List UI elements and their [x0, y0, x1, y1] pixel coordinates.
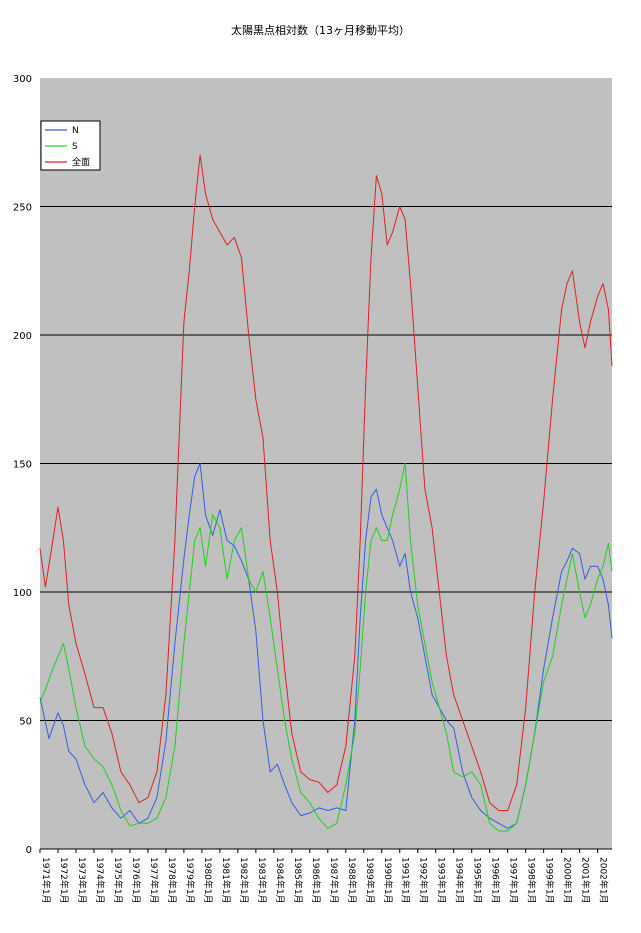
y-axis-ticks: 0 50 100 150 200 250 300 — [13, 74, 32, 856]
x-tick-label: 1987年1月 — [328, 857, 340, 904]
y-tick-label: 300 — [13, 74, 32, 85]
y-tick-label: 50 — [19, 717, 32, 728]
y-tick-label: 250 — [13, 203, 32, 214]
legend-label: N — [72, 126, 79, 136]
chart-title: 太陽黒点相対数（13ヶ月移動平均） — [231, 24, 410, 37]
legend-label: S — [72, 142, 78, 152]
legend: NS 全面 — [40, 120, 101, 171]
x-tick-label: 1988年1月 — [346, 857, 358, 904]
series-lines — [39, 154, 613, 832]
x-tick-label: 1973年1月 — [76, 857, 88, 904]
x-tick-label: 1972年1月 — [58, 857, 70, 904]
x-tick-label: 1992年1月 — [418, 857, 430, 904]
x-tick-label: 1993年1月 — [436, 857, 448, 904]
grid-lines — [40, 206, 612, 721]
x-tick-label: 1984年1月 — [274, 857, 286, 904]
x-tick-label: 1971年1月 — [40, 857, 52, 904]
x-tick-label: 1978年1月 — [166, 857, 178, 904]
x-axis: 1971年1月 1972年1月 1973年1月 1974年1月 1975年1月 1976年… — [39, 848, 612, 904]
legend-label: 全面 — [72, 156, 90, 168]
series-line-2 — [39, 154, 613, 811]
x-tick-label: 1996年1月 — [490, 857, 502, 904]
x-tick-label: 1999年1月 — [544, 857, 556, 904]
x-tick-label: 2002年1月 — [598, 857, 610, 904]
x-tick-label: 1980年1月 — [202, 857, 214, 904]
x-tick-label: 1998年1月 — [526, 857, 538, 904]
x-tick-label: 2000年1月 — [562, 857, 574, 904]
x-tick-label: 1974年1月 — [94, 857, 106, 904]
x-tick-label: 1976年1月 — [130, 857, 142, 904]
x-tick-label: 1981年1月 — [220, 857, 232, 904]
y-tick-label: 150 — [13, 460, 32, 471]
y-tick-label: 100 — [13, 588, 32, 599]
series-line-1 — [39, 463, 613, 832]
y-tick-label: 200 — [13, 331, 32, 342]
y-tick-label: 0 — [26, 845, 32, 856]
x-tick-label: 2001年1月 — [580, 857, 592, 904]
x-tick-label: 1997年1月 — [508, 857, 520, 904]
x-tick-label: 1975年1月 — [112, 857, 124, 904]
x-tick-label: 1977年1月 — [148, 857, 160, 904]
x-tick-label: 1986年1月 — [310, 857, 322, 904]
x-tick-label: 1979年1月 — [184, 857, 196, 904]
x-tick-label: 1990年1月 — [382, 857, 394, 904]
x-tick-label: 1982年1月 — [238, 857, 250, 904]
x-tick-label: 1994年1月 — [454, 857, 466, 904]
x-tick-label: 1989年1月 — [364, 857, 376, 904]
x-tick-label: 1991年1月 — [400, 857, 412, 904]
x-tick-label: 1995年1月 — [472, 857, 484, 904]
x-tick-label: 1985年1月 — [292, 857, 304, 904]
x-tick-label: 1983年1月 — [256, 857, 268, 904]
